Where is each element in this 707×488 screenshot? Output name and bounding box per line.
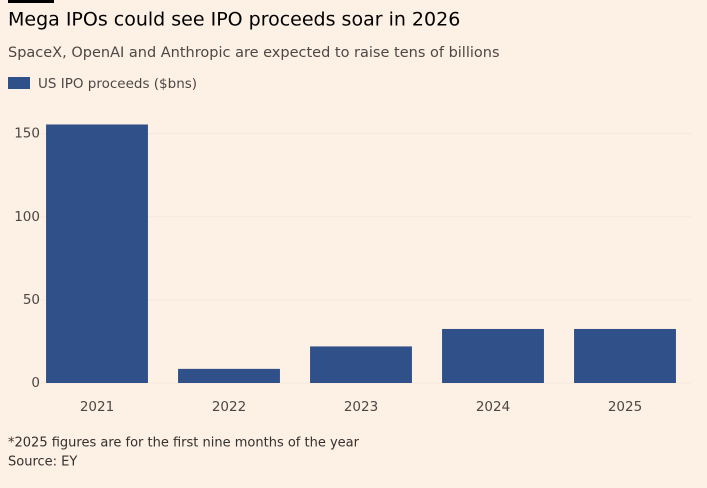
bar [574, 328, 676, 383]
x-tick-label: 2025 [608, 399, 642, 415]
x-tick-label: 2024 [476, 399, 510, 415]
x-tick-label: 2022 [212, 399, 246, 415]
footnote: *2025 figures are for the first nine mon… [8, 436, 360, 451]
x-tick-label: 2023 [344, 399, 378, 415]
legend-swatch [8, 77, 30, 89]
bar [46, 124, 148, 383]
chart-title: Mega IPOs could see IPO proceeds soar in… [8, 9, 460, 31]
x-tick-label: 2021 [80, 399, 114, 415]
y-tick-label: 150 [14, 126, 40, 142]
y-tick-label: 0 [31, 375, 40, 391]
bar [310, 346, 412, 383]
chart-subtitle: SpaceX, OpenAI and Anthropic are expecte… [8, 45, 500, 61]
bar [442, 328, 544, 383]
y-tick-label: 50 [23, 292, 40, 308]
source: Source: EY [8, 455, 77, 470]
legend-label: US IPO proceeds ($bns) [38, 76, 197, 92]
y-tick-label: 100 [14, 209, 40, 225]
bar [178, 368, 280, 383]
brand-bar [8, 0, 54, 3]
